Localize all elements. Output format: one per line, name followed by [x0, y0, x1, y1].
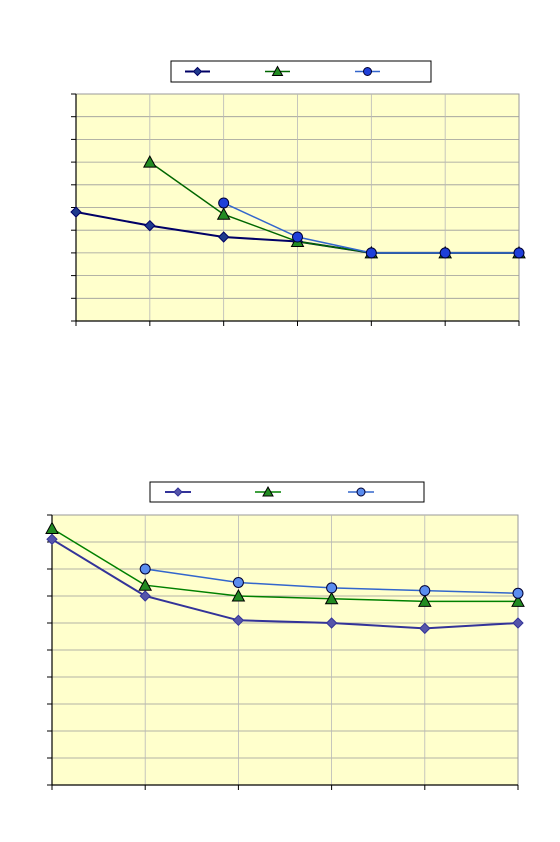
- chart-top: [70, 60, 526, 326]
- series-2-point: [231, 588, 246, 602]
- series-1-point: [139, 590, 151, 602]
- series-2-point: [324, 591, 339, 605]
- legend-marker-2: [271, 65, 284, 76]
- series-3-point: [512, 587, 524, 599]
- series-2-point: [45, 521, 59, 534]
- legend-marker-2: [262, 485, 274, 497]
- chart-bottom: [45, 481, 525, 790]
- series-2-point: [142, 155, 157, 168]
- series-line-2: [51, 527, 518, 603]
- series-3-point: [292, 231, 303, 243]
- series-3-point: [326, 582, 338, 594]
- series-3-point: [439, 247, 451, 259]
- series-3-point: [218, 197, 230, 209]
- series-3-point: [513, 247, 525, 259]
- series-1-point: [217, 231, 230, 243]
- series-3-point: [365, 247, 377, 259]
- legend-marker-3: [356, 487, 366, 497]
- series-1-point: [46, 533, 58, 546]
- series-1-point: [70, 206, 82, 218]
- series-2-point: [216, 207, 231, 220]
- legend-marker-1: [173, 487, 183, 497]
- series-1-point: [232, 614, 245, 627]
- series-1-point: [419, 622, 431, 635]
- series-2-point: [417, 594, 432, 607]
- legend-box: [170, 60, 432, 83]
- series-3-point: [419, 585, 431, 597]
- series-line-1: [51, 538, 519, 630]
- legend-marker-3: [363, 67, 372, 76]
- series-3-point: [232, 577, 244, 588]
- legend-box: [149, 481, 425, 503]
- series-2-point: [511, 594, 525, 607]
- legend-marker-1: [192, 66, 203, 77]
- series-2-point: [138, 578, 153, 591]
- series-1-point: [512, 617, 524, 629]
- series-3-point: [139, 563, 151, 575]
- series-1-point: [325, 617, 338, 629]
- series-1-point: [144, 219, 156, 232]
